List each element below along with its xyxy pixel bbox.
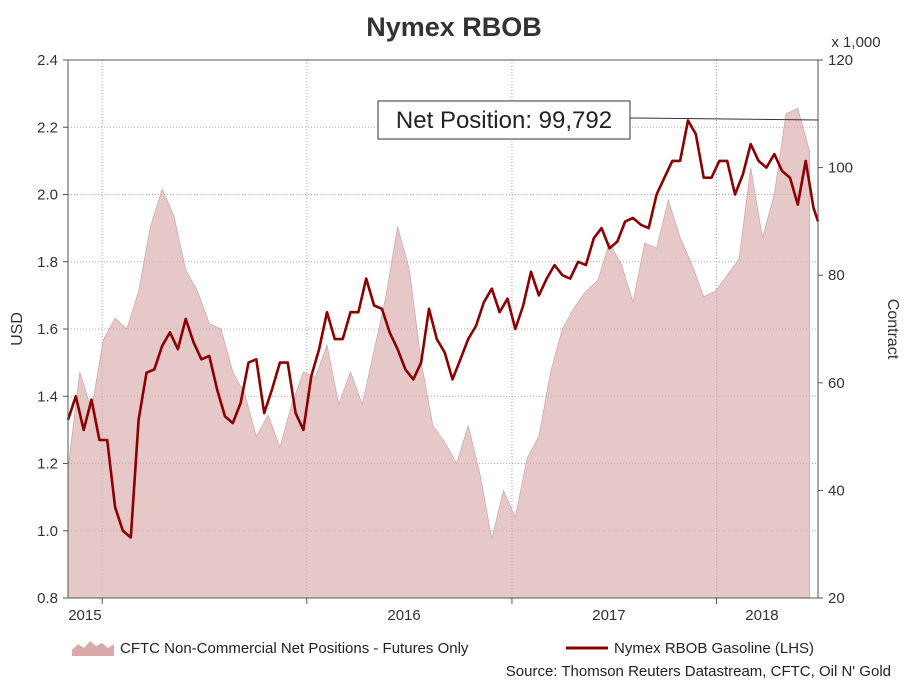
xtick-label-2016: 2016 xyxy=(387,607,420,624)
legend: CFTC Non-Commercial Net Positions - Futu… xyxy=(72,640,814,657)
ytick-left-1.4: 1.4 xyxy=(37,388,58,405)
legend-label-rbob: Nymex RBOB Gasoline (LHS) xyxy=(614,640,814,657)
ytick-left-1.8: 1.8 xyxy=(37,254,58,271)
xtick-label-2015: 2015 xyxy=(68,607,101,624)
source-note: Source: Thomson Reuters Datastream, CFTC… xyxy=(506,663,891,680)
y-right-axis-label: Contract xyxy=(884,299,901,360)
ytick-left-1.0: 1.0 xyxy=(37,523,58,540)
xtick-label-2017: 2017 xyxy=(592,607,625,624)
ytick-right-60: 60 xyxy=(828,375,845,392)
chart-title: Nymex RBOB xyxy=(366,12,542,42)
rbob-price-line xyxy=(66,119,820,539)
ytick-right-80: 80 xyxy=(828,267,845,284)
annotation-text: Net Position: 99,792 xyxy=(396,107,612,134)
ytick-right-100: 100 xyxy=(828,160,853,177)
y-left-axis-label: USD xyxy=(9,312,26,346)
ytick-right-120: 120 xyxy=(828,52,853,69)
net-position-annotation: Net Position: 99,792 xyxy=(377,100,819,140)
ytick-right-40: 40 xyxy=(828,482,845,499)
ytick-left-2.0: 2.0 xyxy=(37,187,58,204)
net-positions-area-path xyxy=(67,107,810,599)
legend-swatch-area xyxy=(72,641,114,656)
right-axis-unit-note: x 1,000 xyxy=(831,34,880,51)
axes: 2015 2016 2017 2018 0.8 1.0 1.2 1.4 1.6 1.8 2.0 2.2… xyxy=(9,52,901,624)
ytick-left-2.4: 2.4 xyxy=(37,52,58,69)
annotation-box xyxy=(377,100,631,140)
legend-label-net-positions: CFTC Non-Commercial Net Positions - Futu… xyxy=(120,640,469,657)
xtick-label-2018: 2018 xyxy=(745,607,778,624)
plot-area xyxy=(66,59,820,599)
net-positions-area xyxy=(67,107,810,599)
rbob-price-polyline xyxy=(66,119,820,539)
ytick-left-1.2: 1.2 xyxy=(37,456,58,473)
ytick-left-0.8: 0.8 xyxy=(37,590,58,607)
ytick-right-20: 20 xyxy=(828,590,845,607)
ytick-left-2.2: 2.2 xyxy=(37,119,58,136)
ytick-left-1.6: 1.6 xyxy=(37,321,58,338)
annotation-leader-line xyxy=(629,117,819,121)
